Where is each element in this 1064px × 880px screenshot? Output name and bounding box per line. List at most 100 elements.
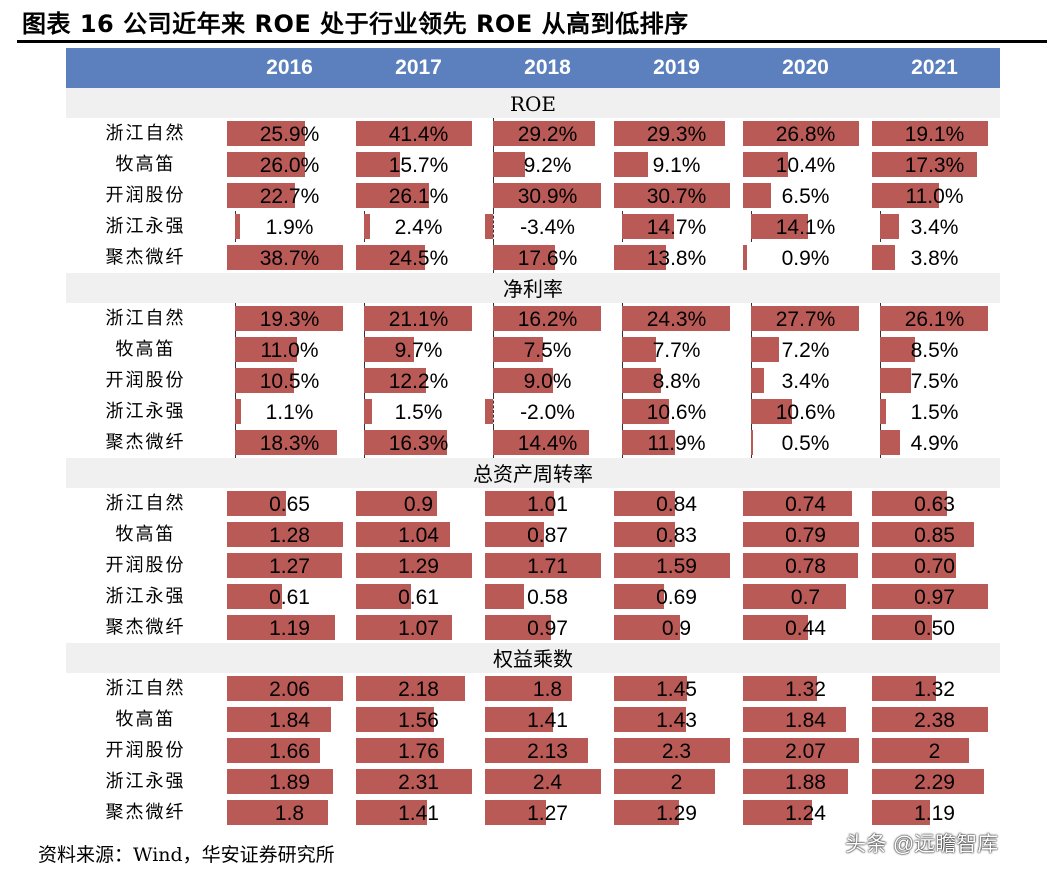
data-bar	[235, 306, 343, 331]
data-bar	[227, 800, 329, 825]
data-bar	[614, 615, 680, 640]
data-cell: 38.7%	[225, 242, 354, 273]
data-label: 0.69	[656, 586, 697, 609]
data-bar	[485, 707, 554, 732]
data-label: 14.4%	[517, 432, 578, 455]
data-bar	[614, 522, 675, 547]
data-bar	[614, 121, 725, 146]
table-row: 浙江永强 0.61 0.61 0.58 0.69 0.7 0.97	[66, 581, 1000, 612]
data-bar	[743, 707, 847, 732]
data-label: 7.2%	[781, 339, 830, 362]
data-bar	[356, 183, 430, 208]
data-label: -2.0%	[520, 401, 575, 424]
data-bar	[614, 769, 715, 794]
section-header: ROE	[66, 88, 1000, 118]
data-bar	[743, 584, 846, 609]
data-cell: 7.5%	[870, 365, 999, 396]
data-label: 26.1%	[904, 308, 965, 331]
data-cell: -3.4%	[483, 211, 612, 242]
data-label: 7.7%	[652, 339, 701, 362]
data-cell: 9.2%	[483, 149, 612, 180]
data-label: 8.5%	[910, 339, 959, 362]
data-bar	[622, 306, 730, 331]
data-bar	[227, 738, 321, 763]
data-cell: 2.4	[483, 766, 612, 797]
data-label: 30.7%	[646, 185, 707, 208]
data-bar	[872, 522, 974, 547]
data-cell: 10.5%	[225, 365, 354, 396]
data-cell: 0.87	[483, 519, 612, 550]
data-bar	[493, 306, 601, 331]
data-cell: 0.97	[870, 581, 999, 612]
data-cell: 1.88	[741, 766, 870, 797]
company-label: 浙江自然	[105, 308, 186, 329]
data-bar	[880, 306, 988, 331]
data-cell: 0.74	[741, 488, 870, 519]
data-cell: 1.84	[225, 704, 354, 735]
data-bar	[364, 214, 371, 239]
data-bar	[485, 491, 554, 516]
data-cell: 2.29	[870, 766, 999, 797]
data-label: -3.4%	[520, 216, 575, 239]
data-bar	[356, 522, 450, 547]
data-bar	[356, 121, 472, 146]
data-label: 6.5%	[781, 185, 830, 208]
data-label: 1.41	[398, 802, 439, 825]
data-bar	[872, 183, 939, 208]
data-label: 1.76	[398, 740, 439, 763]
data-cell: 0.5%	[741, 427, 870, 458]
data-bar	[743, 183, 772, 208]
table-row: 浙江自然 25.9% 41.4% 29.2% 29.3% 26.8% 19.1%	[66, 118, 1000, 149]
data-cell: 9.0%	[483, 365, 612, 396]
data-cell: 1.24	[741, 797, 870, 828]
data-bar	[872, 769, 984, 794]
company-label: 牧高笛	[115, 709, 176, 730]
data-cell: 1.89	[225, 766, 354, 797]
data-bar	[493, 121, 596, 146]
data-cell: 0.85	[870, 519, 999, 550]
data-cell: 3.4%	[741, 365, 870, 396]
data-bar	[227, 183, 296, 208]
data-bar	[743, 800, 813, 825]
data-label: 1.1%	[265, 401, 314, 424]
data-label: 0.58	[527, 586, 568, 609]
data-label: 1.19	[269, 617, 310, 640]
table-row: 牧高笛 1.28 1.04 0.87 0.83 0.79 0.85	[66, 519, 1000, 550]
data-cell: 1.1%	[225, 396, 354, 427]
company-label: 浙江自然	[105, 678, 186, 699]
data-label: 7.5%	[910, 370, 959, 393]
data-label: 9.1%	[652, 154, 701, 177]
data-cell: 0.69	[612, 581, 741, 612]
table-row: 浙江永强 1.9% 2.4% -3.4% 14.7% 14.1% 3.4%	[66, 211, 1000, 242]
data-label: 19.3%	[259, 308, 320, 331]
data-label: 2.13	[527, 740, 568, 763]
data-cell: 1.32	[741, 673, 870, 704]
data-label: 38.7%	[259, 247, 320, 270]
data-label: 1.29	[398, 555, 439, 578]
data-cell: 0.79	[741, 519, 870, 550]
data-cell: 7.7%	[612, 334, 741, 365]
data-label: 0.83	[656, 524, 697, 547]
data-bar	[227, 707, 331, 732]
data-cell: 19.1%	[870, 118, 999, 149]
data-bar	[235, 399, 242, 424]
data-bar	[614, 183, 730, 208]
table-row: 开润股份 10.5% 12.2% 9.0% 8.8% 3.4% 7.5%	[66, 365, 1000, 396]
data-bar	[485, 522, 545, 547]
data-label: 9.0%	[523, 370, 572, 393]
data-bar	[235, 368, 294, 393]
data-bar	[227, 522, 343, 547]
data-cell: 1.19	[225, 612, 354, 643]
data-label: 26.1%	[388, 185, 449, 208]
data-label: 1.8	[532, 678, 563, 701]
data-cell: 11.9%	[612, 427, 741, 458]
data-cell: 8.8%	[612, 365, 741, 396]
data-label: 0.65	[269, 493, 310, 516]
data-bar	[227, 769, 334, 794]
data-label: 1.32	[914, 678, 955, 701]
data-label: 2.4	[532, 771, 563, 794]
data-cell: 14.1%	[741, 211, 870, 242]
data-cell: 1.84	[741, 704, 870, 735]
data-bar	[485, 676, 572, 701]
data-bar	[227, 676, 343, 701]
